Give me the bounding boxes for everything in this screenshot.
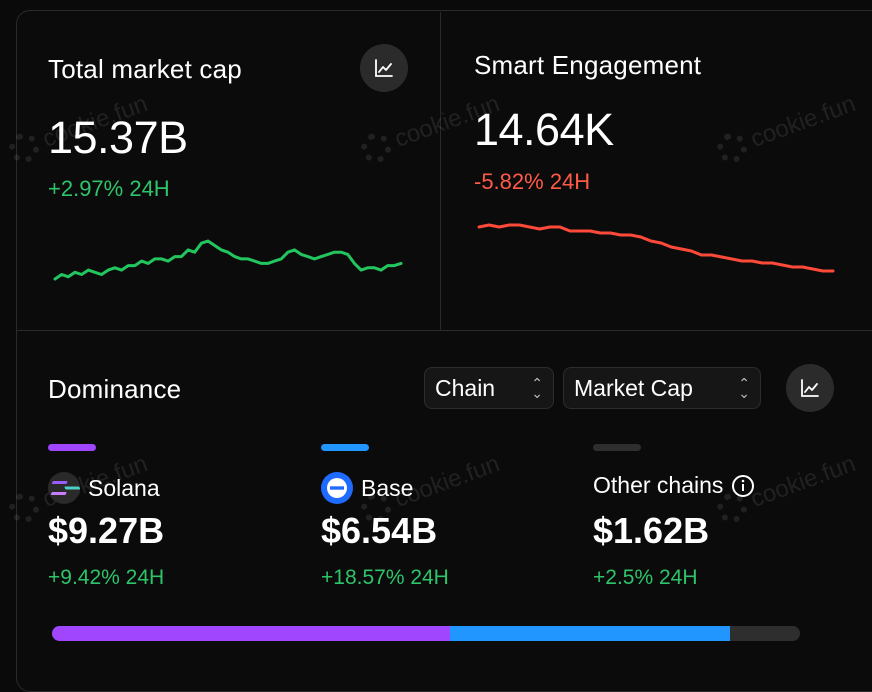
chain-change: +9.42% 24H bbox=[48, 566, 165, 589]
dashboard-card bbox=[16, 10, 872, 692]
chain-value: $6.54B bbox=[321, 510, 438, 551]
chain-name: Other chains bbox=[593, 472, 724, 498]
base-icon bbox=[321, 472, 353, 504]
chain-other-label: Other chains bbox=[593, 472, 755, 499]
market-cap-chart-button[interactable] bbox=[360, 44, 408, 92]
updown-chevron-icon: ⌃ ⌄ bbox=[531, 375, 543, 401]
chain-solana-label: Solana bbox=[48, 472, 160, 504]
metric-select-value: Market Cap bbox=[574, 374, 693, 401]
engagement-value: 14.64K bbox=[474, 104, 614, 155]
engagement-sparkline bbox=[477, 223, 835, 273]
market-cap-sparkline bbox=[53, 239, 403, 281]
market-cap-title: Total market cap bbox=[48, 54, 242, 84]
line-chart-icon bbox=[801, 379, 819, 397]
chain-name: Solana bbox=[88, 474, 160, 501]
dominance-share-bar bbox=[52, 626, 800, 641]
dominance-title: Dominance bbox=[48, 374, 182, 404]
market-cap-value: 15.37B bbox=[48, 112, 188, 163]
market-cap-sparkline-line bbox=[53, 239, 403, 281]
chain-change: +2.5% 24H bbox=[593, 566, 698, 589]
chain-value: $1.62B bbox=[593, 510, 710, 551]
solana-share-segment bbox=[52, 626, 450, 641]
base-share-segment bbox=[449, 626, 731, 641]
chain-name: Base bbox=[361, 474, 414, 501]
divider-horizontal bbox=[16, 330, 872, 331]
chain-value: $9.27B bbox=[48, 510, 165, 551]
updown-chevron-icon: ⌃ ⌄ bbox=[738, 375, 750, 401]
engagement-title: Smart Engagement bbox=[474, 50, 702, 80]
metric-select[interactable]: Market Cap ⌃ ⌄ bbox=[563, 367, 761, 409]
dominance-chart-button[interactable] bbox=[786, 364, 834, 412]
chain-select[interactable]: Chain ⌃ ⌄ bbox=[424, 367, 554, 409]
other-chains-color-bar bbox=[593, 444, 641, 451]
solana-color-bar bbox=[48, 444, 96, 451]
chain-base-label: Base bbox=[321, 472, 413, 504]
market-cap-change: +2.97% 24H bbox=[48, 176, 170, 201]
base-color-bar bbox=[321, 444, 369, 451]
line-chart-icon bbox=[375, 59, 393, 77]
engagement-sparkline-line bbox=[477, 223, 835, 273]
chain-change: +18.57% 24H bbox=[321, 566, 449, 589]
solana-icon bbox=[48, 472, 80, 504]
divider-vertical bbox=[440, 12, 441, 330]
info-icon[interactable] bbox=[731, 474, 755, 498]
engagement-change: -5.82% 24H bbox=[474, 169, 591, 194]
other-share-segment bbox=[730, 626, 800, 641]
chain-select-value: Chain bbox=[435, 374, 496, 401]
